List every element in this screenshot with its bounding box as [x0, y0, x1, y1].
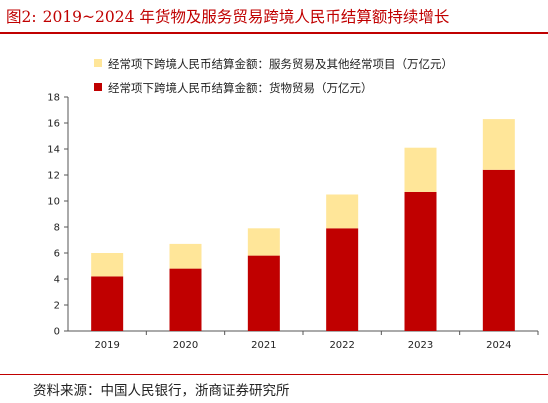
x-tick-label: 2021 — [251, 340, 276, 351]
bar-services-2022 — [326, 194, 359, 229]
y-tick-label: 18 — [47, 93, 60, 104]
source-rule — [0, 374, 548, 375]
y-tick-label: 12 — [47, 171, 60, 182]
y-tick-label: 16 — [47, 119, 60, 130]
bar-goods-2020 — [169, 268, 202, 331]
y-tick-label: 8 — [54, 223, 60, 234]
y-tick-label: 10 — [47, 197, 60, 208]
y-tick-label: 4 — [54, 275, 60, 286]
bar-services-2023 — [404, 147, 437, 192]
x-tick-label: 2024 — [486, 340, 511, 351]
y-tick-label: 14 — [47, 145, 60, 156]
title-rule — [0, 32, 548, 34]
legend-label-goods: 经常项下跨境人民币结算金额：货物贸易（万亿元） — [108, 81, 373, 95]
figure-number: 图2: — [6, 8, 37, 26]
bar-services-2021 — [247, 228, 280, 256]
figure-title: 图2: 2019~2024 年货物及服务贸易跨境人民币结算额持续增长 — [6, 5, 449, 27]
bar-services-2024 — [482, 119, 515, 170]
legend-swatch-services — [94, 59, 102, 67]
y-tick-label: 6 — [54, 249, 60, 260]
bar-goods-2019 — [91, 276, 124, 331]
figure-source: 资料来源：中国人民银行，浙商证券研究所 — [33, 383, 290, 399]
x-tick-label: 2020 — [173, 340, 198, 351]
bar-services-2019 — [91, 253, 124, 277]
legend-item-services: 经常项下跨境人民币结算金额：服务贸易及其他经常项目（万亿元） — [94, 56, 453, 72]
legend-label-services: 经常项下跨境人民币结算金额：服务贸易及其他经常项目（万亿元） — [108, 57, 453, 71]
bar-goods-2022 — [326, 228, 359, 331]
x-tick-label: 2019 — [94, 340, 119, 351]
legend-swatch-goods — [94, 83, 102, 91]
x-tick-label: 2023 — [408, 340, 433, 351]
legend-item-goods: 经常项下跨境人民币结算金额：货物贸易（万亿元） — [94, 80, 373, 96]
bar-services-2020 — [169, 243, 202, 269]
bar-goods-2021 — [247, 255, 280, 331]
y-tick-label: 0 — [54, 327, 60, 338]
figure-title-text: 2019~2024 年货物及服务贸易跨境人民币结算额持续增长 — [42, 8, 450, 26]
bar-goods-2023 — [404, 191, 437, 331]
x-tick-label: 2022 — [329, 340, 354, 351]
y-tick-label: 2 — [54, 301, 60, 312]
bar-goods-2024 — [482, 169, 515, 331]
